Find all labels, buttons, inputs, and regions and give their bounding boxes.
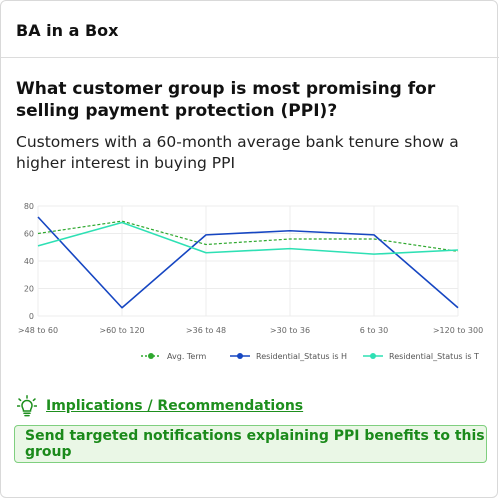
x-tick-label: >36 to 48 [186, 326, 226, 335]
series-line-1 [37, 216, 459, 309]
x-tick-label: >120 to 300 [433, 326, 483, 335]
legend-label-2: Residential_Status is T [389, 352, 479, 361]
recommendation-box: Send targeted notifications explaining P… [14, 425, 487, 463]
y-tick-label: 80 [24, 202, 34, 211]
legend-marker-0 [148, 353, 154, 359]
x-tick-label: >60 to 120 [99, 326, 144, 335]
lightbulb-icon [17, 395, 37, 417]
recommendation-text: Send targeted notifications explaining P… [25, 428, 485, 460]
x-tick-label: >30 to 36 [270, 326, 310, 335]
insight-subtitle: Customers with a 60-month average bank t… [16, 133, 459, 172]
series-line-0 [37, 220, 459, 252]
header-divider [1, 57, 499, 58]
series-line-2 [37, 221, 459, 255]
legend-marker-1 [237, 353, 243, 359]
y-tick-label: 0 [29, 312, 34, 321]
x-tick-label: >48 to 60 [18, 326, 58, 335]
line-chart: 0 20 40 60 80 >48 to 60 >60 to 120 >36 to 48 >30… [18, 202, 483, 361]
question-heading: What customer group is most promising fo… [16, 79, 436, 121]
y-tick-label: 60 [24, 230, 34, 239]
y-tick-label: 40 [24, 257, 34, 266]
legend-marker-2 [370, 353, 376, 359]
implications-title[interactable]: Implications / Recommendations [46, 398, 304, 414]
legend-label-0: Avg. Term [167, 352, 207, 361]
implications-header: Implications / Recommendations [17, 395, 303, 417]
app-title: BA in a Box [16, 21, 119, 40]
y-tick-label: 20 [24, 285, 34, 294]
x-tick-label: 6 to 30 [360, 326, 388, 335]
legend-label-1: Residential_Status is H [256, 352, 347, 361]
